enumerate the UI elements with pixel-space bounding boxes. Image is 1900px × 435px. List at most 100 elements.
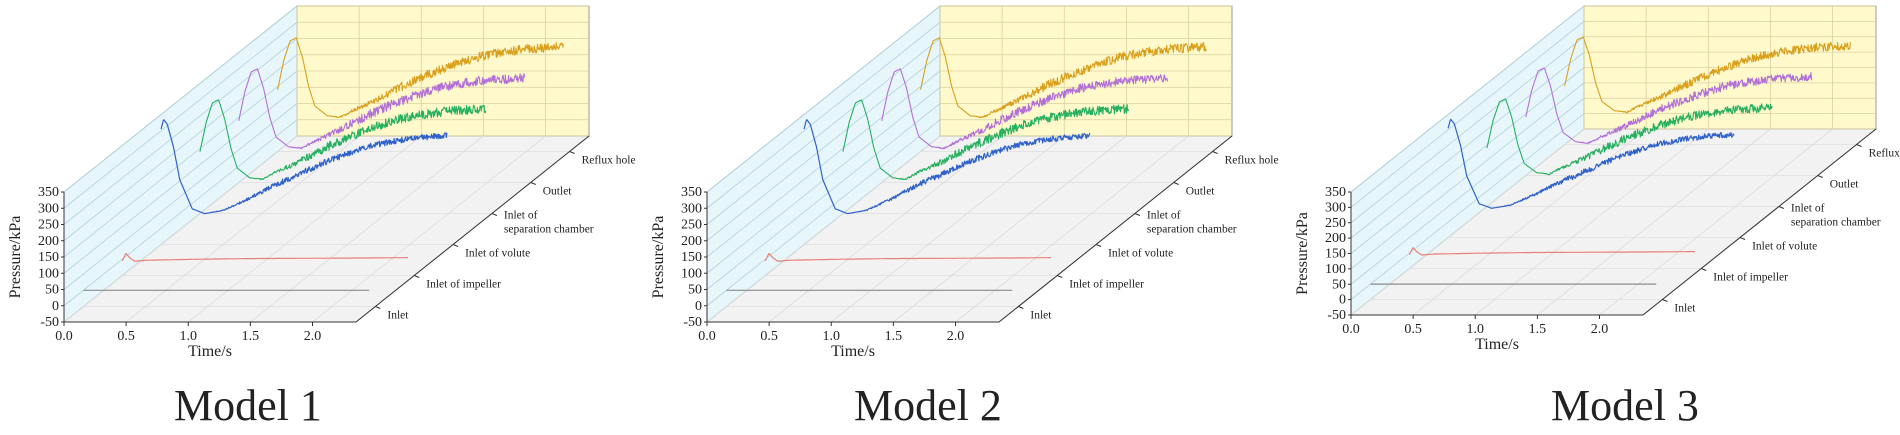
x-tick-label: 0.0 [1342,322,1360,337]
series-location-label: Reflux hole [1869,148,1900,160]
y-tick-label: 200 [681,234,702,249]
depth-tick-mark [1778,206,1785,209]
grid-line [706,54,941,242]
y-tick-label: 300 [38,201,59,216]
depth-tick-mark [1134,213,1141,216]
depth-tick-mark [1817,175,1823,178]
series-location-label: Inlet of [1147,210,1181,222]
y-tick-label: 50 [1332,277,1346,292]
x-tick-label: 1.0 [1467,322,1485,337]
x-tick-label: 1.0 [180,329,198,344]
x-tick-label: 1.5 [885,329,903,344]
depth-tick-mark [569,151,575,154]
grid-line [706,135,941,323]
y-tick-label: 200 [1325,231,1346,246]
series-location-label: Reflux hole [582,155,636,167]
y-tick-label: 50 [45,283,59,298]
depth-tick-mark [452,244,459,247]
grid-lines [1350,5,1876,316]
depth-axis-line [998,135,1233,323]
y-tick-label: 0 [695,299,702,314]
y-tick-label: 250 [38,218,59,233]
series-location-label: Inlet [1030,310,1052,322]
y-tick-label: -50 [40,315,59,330]
grid-line [63,54,298,242]
y-tick-label: 0 [1339,293,1346,308]
grid-line [706,70,941,258]
grid-line [1350,51,1585,239]
depth-tick-mark [1173,182,1179,185]
series-location-label: Inlet of volute [1752,241,1817,253]
grid-line [706,21,941,209]
grid-line [1350,113,1585,300]
x-tick-label: 0.0 [55,329,73,344]
depth-tick-mark [530,182,536,185]
x-tick-label: 2.0 [1591,322,1609,337]
depth-tick-mark [1662,299,1668,302]
series-line-5 [1525,67,1813,145]
y-tick-label: 250 [1325,216,1346,231]
series-line-5 [238,68,526,150]
x-tick-label: 1.0 [823,329,841,344]
series-location-label: Outlet [543,186,573,198]
grid-line [63,119,298,307]
y-tick-label: 100 [1325,262,1346,277]
y-tick-label: -50 [683,315,702,330]
series-location-label: Inlet of [1791,203,1825,215]
grid-lines [63,5,589,323]
series-line-4 [1486,98,1773,176]
grid-line [63,103,298,290]
x-tick-label: 0.5 [117,329,135,344]
series-line-3 [803,119,1091,215]
depth-tick-mark [1057,275,1063,278]
x-tick-label: 0.5 [1404,322,1422,337]
panel-title: Model 3 [1551,381,1699,430]
depth-axis-line [1642,128,1877,316]
series-location-label: Inlet of [504,210,538,222]
series-line-4 [842,99,1130,181]
x-tick-label: 0.5 [760,329,778,344]
x-axis-title: Time/s [831,343,875,360]
series-location-label: Outlet [1830,179,1860,191]
series-line-3 [160,119,448,215]
grid-line [312,135,546,323]
grid-line [63,135,298,323]
series-location-label: Inlet [387,310,409,322]
grid-line [831,135,1065,323]
x-tick-label: 1.5 [1529,322,1547,337]
y-tick-label: 300 [1325,200,1346,215]
y-tick-label: 100 [38,266,59,281]
series-line-6 [277,37,564,119]
y-tick-label: 300 [681,201,702,216]
grid-line [63,21,298,209]
series-location-label: Reflux hole [1225,155,1279,167]
series-line-2 [1408,247,1696,256]
grid-line [188,135,422,323]
depth-tick-mark [1739,237,1746,240]
depth-tick-mark [491,213,498,216]
series-location-label: separation chamber [1791,217,1881,229]
series-location-label: separation chamber [1147,224,1237,236]
y-tick-label: 350 [681,185,702,200]
grid-line [706,5,941,193]
series-line-2 [121,252,409,262]
y-tick-label: 150 [38,250,59,265]
y-axis-title: Pressure/kPa [1294,212,1311,295]
series-location-label: Inlet of volute [1108,248,1173,260]
x-tick-label: 2.0 [947,329,965,344]
grid-line [1350,97,1585,285]
series-location-label: Inlet of impeller [1069,279,1144,291]
series-location-label: Inlet of impeller [1713,272,1788,284]
grid-line [1350,21,1585,208]
grid-line [63,70,298,258]
y-tick-label: 150 [1325,247,1346,262]
depth-axis-line [355,135,590,323]
series-line-6 [920,37,1207,119]
grid-line [1350,67,1585,254]
y-tick-label: 100 [681,266,702,281]
grid-line [706,119,941,307]
y-tick-label: -50 [1327,308,1346,323]
depth-tick-mark [375,306,381,309]
